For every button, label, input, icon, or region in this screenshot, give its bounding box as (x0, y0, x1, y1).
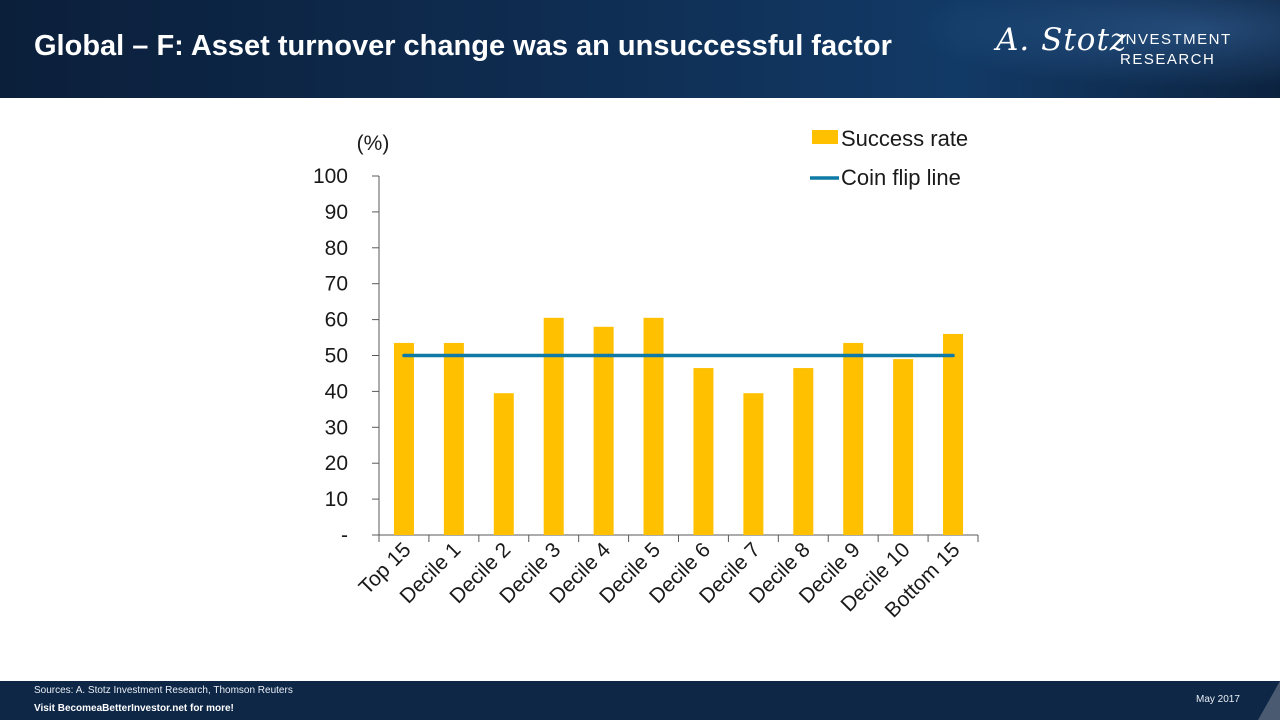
y-tick-label: 30 (325, 416, 348, 439)
visit-link[interactable]: Visit BecomeaBetterInvestor.net for more… (34, 703, 234, 714)
page-title: Global – F: Asset turnover change was an… (34, 30, 892, 62)
bar-decile-7 (743, 393, 764, 535)
bar-decile-10 (893, 359, 914, 535)
y-tick-label: 10 (325, 488, 348, 511)
logo-script: A. Stotz (996, 22, 1128, 58)
bar-decile-6 (693, 368, 714, 535)
header-banner: Global – F: Asset turnover change was an… (0, 0, 1280, 98)
footer-corner (1258, 681, 1280, 720)
y-tick-label: 70 (325, 273, 348, 296)
legend-label-success-rate: Success rate (841, 126, 968, 151)
y-tick-label: 20 (325, 452, 348, 475)
y-tick-label: 90 (325, 201, 348, 224)
logo-text-investment: INVESTMENT (1120, 31, 1232, 48)
header-glow (860, 0, 1280, 98)
bar-decile-4 (593, 326, 614, 535)
y-tick-label: 60 (325, 309, 348, 332)
y-tick-label: 100 (313, 165, 348, 188)
y-tick-label: 40 (325, 380, 348, 403)
bar-decile-3 (543, 317, 564, 535)
bar-bottom-15 (943, 333, 964, 535)
y-tick-label: 50 (325, 345, 348, 368)
bar-decile-1 (443, 342, 464, 535)
bar-top-15 (393, 342, 414, 535)
bar-decile-5 (643, 317, 664, 535)
source-note: Sources: A. Stotz Investment Research, T… (34, 685, 293, 696)
y-tick-label: - (341, 524, 348, 547)
footer-bar: Sources: A. Stotz Investment Research, T… (0, 681, 1280, 720)
y-axis-label: (%) (357, 132, 390, 155)
bar-decile-9 (843, 342, 864, 535)
legend-label-coin-flip: Coin flip line (841, 165, 961, 190)
y-tick-label: 80 (325, 237, 348, 260)
bar-decile-2 (493, 393, 514, 535)
logo-text-research: RESEARCH (1120, 51, 1216, 68)
legend-swatch-success-rate (812, 130, 838, 144)
bar-decile-8 (793, 368, 814, 535)
date-label: May 2017 (1196, 694, 1240, 705)
